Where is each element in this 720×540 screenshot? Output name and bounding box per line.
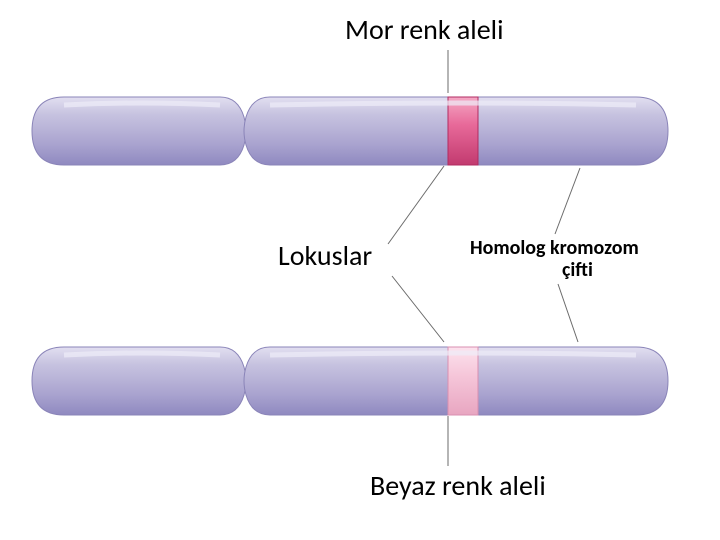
locus-band-top [448, 97, 478, 165]
leader-homolog-top [555, 168, 580, 234]
leader-locus-top [388, 166, 444, 244]
leader-locus-bottom [392, 276, 444, 342]
locus-band-bottom [448, 347, 478, 415]
label-top-allele: Mor renk aleli [345, 12, 504, 47]
leader-homolog-bot [558, 284, 578, 342]
chromosome-bottom [30, 345, 670, 417]
label-homolog-line1: Homolog kromozom [470, 236, 639, 260]
label-locus: Lokuslar [278, 238, 372, 273]
label-homolog-line2: çifti [562, 258, 593, 282]
chromosome-top [30, 95, 670, 167]
label-bottom-allele: Beyaz renk aleli [370, 468, 546, 503]
